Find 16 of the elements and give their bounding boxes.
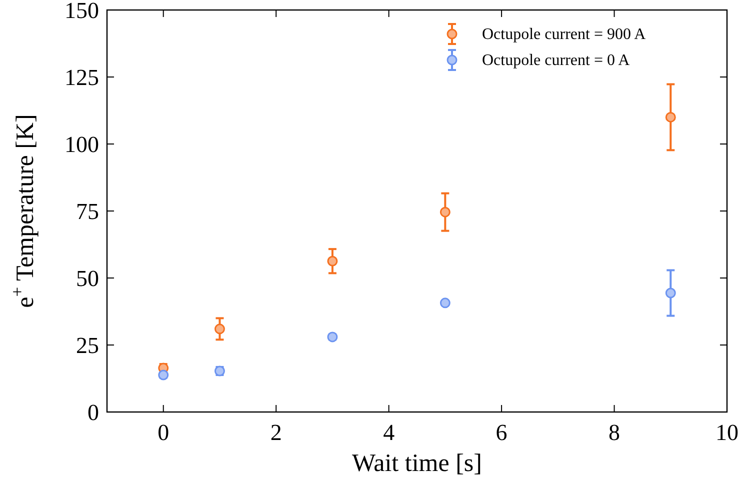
- y-tick-label: 100: [64, 132, 99, 157]
- y-tick-label: 75: [76, 199, 99, 224]
- y-tick-label: 125: [64, 65, 99, 90]
- y-tick-label: 25: [76, 333, 99, 358]
- y-tick-label: 0: [88, 400, 99, 425]
- x-tick-label: 2: [270, 420, 282, 445]
- y-tick-label: 150: [64, 0, 99, 23]
- x-tick-label: 8: [608, 420, 620, 445]
- x-tick-label: 10: [716, 420, 738, 445]
- x-axis-title: Wait time [s]: [352, 450, 482, 477]
- legend-label: Octupole current = 0 A: [482, 52, 630, 69]
- y-tick-label: 50: [76, 266, 99, 291]
- legend-label: Octupole current = 900 A: [482, 26, 646, 43]
- x-tick-label: 4: [383, 420, 396, 445]
- x-tick-label: 6: [496, 420, 508, 445]
- x-tick-label: 0: [158, 420, 170, 445]
